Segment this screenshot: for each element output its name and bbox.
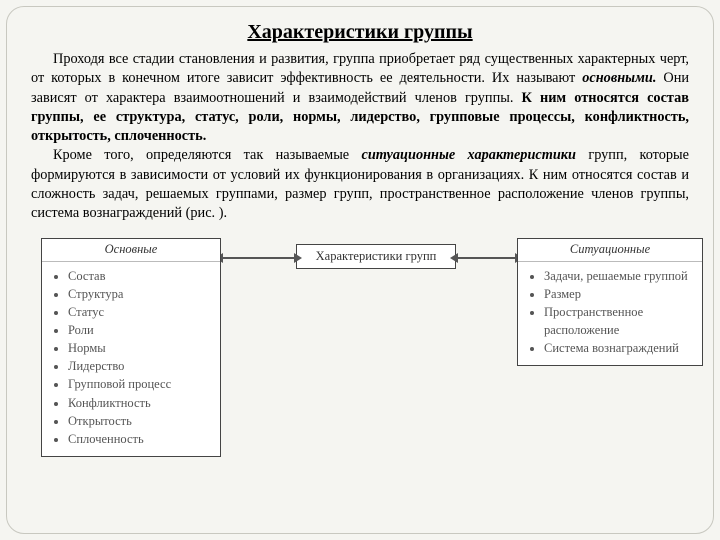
right-box-list: Задачи, решаемые группой Размер Простран… — [544, 267, 694, 358]
page-title: Характеристики группы — [31, 21, 689, 44]
left-box-heading: Основные — [42, 239, 220, 262]
paragraph-1: Проходя все стадии становления и развити… — [31, 50, 689, 146]
diagram: Характеристики групп Основные Состав Стр… — [31, 238, 689, 468]
diagram-left-box: Основные Состав Структура Статус Роли Но… — [41, 238, 221, 457]
list-item: Групповой процесс — [68, 375, 212, 393]
list-item: Размер — [544, 285, 694, 303]
left-box-list: Состав Структура Статус Роли Нормы Лидер… — [68, 267, 212, 448]
page-frame: Характеристики группы Проходя все стадии… — [6, 6, 714, 534]
diagram-center-label: Характеристики групп — [316, 249, 437, 263]
body-text: Проходя все стадии становления и развити… — [31, 50, 689, 224]
list-item: Задачи, решаемые группой — [544, 267, 694, 285]
list-item: Конфликтность — [68, 394, 212, 412]
p2-run-a: Кроме того, определяются так называемые — [53, 147, 361, 163]
list-item: Сплоченность — [68, 430, 212, 448]
list-item: Пространственное расположение — [544, 303, 694, 339]
diagram-center-box: Характеристики групп — [296, 244, 456, 269]
arrow-right-icon — [456, 257, 517, 259]
list-item: Система вознаграждений — [544, 339, 694, 357]
right-box-heading: Ситуационные — [518, 239, 702, 262]
p1-run-b: основными. — [582, 70, 656, 86]
paragraph-2: Кроме того, определяются так называемые … — [31, 146, 689, 223]
list-item: Роли — [68, 321, 212, 339]
list-item: Открытость — [68, 412, 212, 430]
list-item: Статус — [68, 303, 212, 321]
list-item: Структура — [68, 285, 212, 303]
list-item: Нормы — [68, 339, 212, 357]
p2-run-b: ситуационные характеристики — [361, 147, 576, 163]
arrow-left-icon — [221, 257, 296, 259]
diagram-right-box: Ситуационные Задачи, решаемые группой Ра… — [517, 238, 703, 367]
list-item: Лидерство — [68, 357, 212, 375]
list-item: Состав — [68, 267, 212, 285]
